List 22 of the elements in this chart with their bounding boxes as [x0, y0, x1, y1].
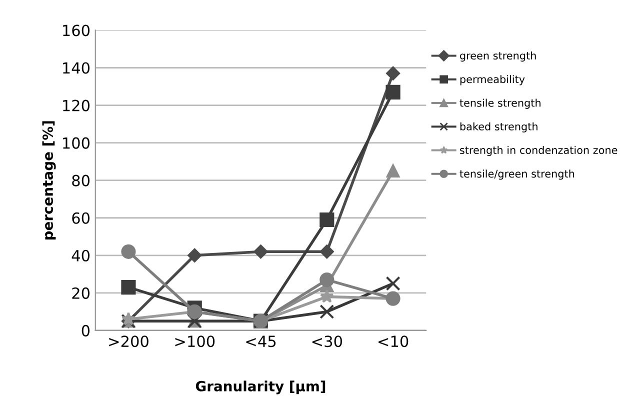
- x-tick-label: <10: [378, 336, 408, 348]
- legend-label: permeability: [460, 75, 525, 86]
- y-tick-label: 140: [63, 62, 90, 74]
- legend-label: tensile/green strength: [460, 170, 574, 180]
- x-tick-label: <30: [312, 336, 342, 348]
- x-axis-title: Granularity [µm]: [196, 380, 326, 394]
- legend-label: strength in condenzation zone: [460, 146, 618, 156]
- y-axis-title: percentage [%]: [42, 121, 56, 240]
- legend-label: tensile strength: [460, 98, 540, 109]
- x-tick-label: <45: [246, 336, 276, 348]
- y-tick-label: 40: [72, 250, 90, 262]
- y-tick-label: 60: [72, 212, 90, 224]
- y-tick-label: 160: [63, 24, 90, 36]
- y-tick-label: 120: [63, 100, 90, 112]
- x-tick-label: >200: [109, 336, 148, 348]
- y-tick-label: 100: [63, 137, 90, 149]
- y-tick-label: 20: [72, 287, 90, 299]
- y-tick-label: 0: [82, 324, 90, 336]
- legend-label: green strength: [460, 51, 536, 62]
- y-tick-label: 80: [72, 174, 90, 186]
- legend-label: baked strength: [460, 122, 538, 132]
- x-tick-label: >100: [175, 336, 215, 348]
